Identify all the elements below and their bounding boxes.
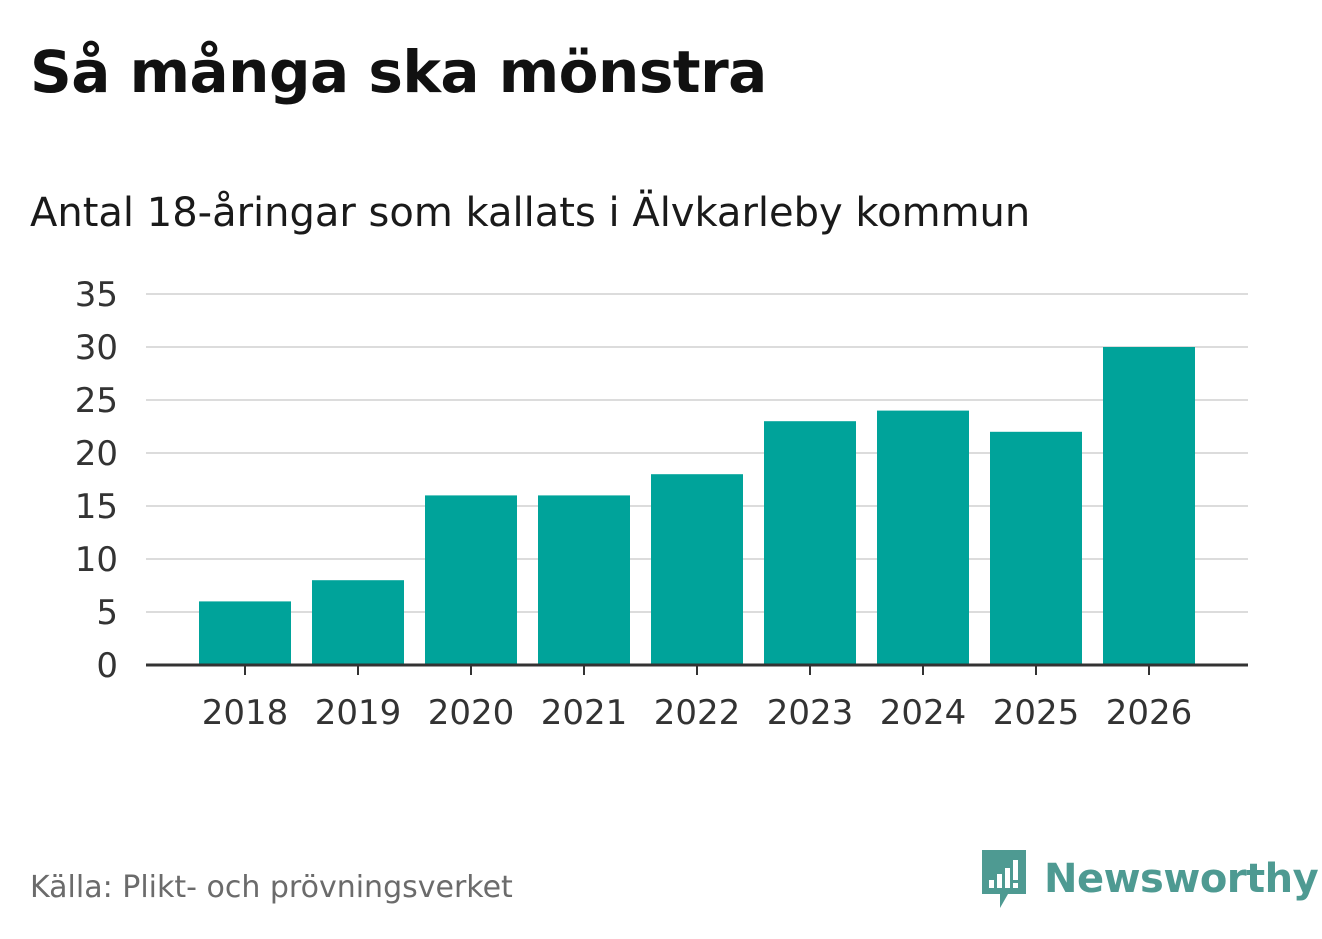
x-tick-label: 2024 — [880, 693, 967, 733]
bar-2022 — [651, 474, 743, 665]
y-axis-ticks: 0 5 10 15 20 25 30 35 — [75, 275, 118, 686]
x-tick-label: 2025 — [993, 693, 1080, 733]
x-tick-label: 2018 — [202, 693, 289, 733]
y-tick-label: 5 — [96, 593, 118, 633]
x-tick-label: 2022 — [654, 693, 741, 733]
bars — [199, 347, 1195, 665]
bar-2023 — [764, 421, 856, 665]
y-tick-label: 10 — [75, 540, 118, 580]
bar-2021 — [538, 495, 630, 665]
x-tick-label: 2020 — [428, 693, 515, 733]
x-tick-label: 2026 — [1106, 693, 1193, 733]
x-tick-label: 2021 — [541, 693, 628, 733]
bar-2019 — [312, 580, 404, 665]
y-tick-label: 20 — [75, 434, 118, 474]
bar-2025 — [990, 431, 1082, 665]
chart-subtitle: Antal 18-åringar som kallats i Älvkarleb… — [30, 190, 1031, 236]
y-tick-label: 35 — [75, 275, 118, 315]
brand-name: Newsworthy — [1044, 856, 1319, 902]
y-tick-label: 30 — [75, 328, 118, 368]
brand[interactable]: Newsworthy — [978, 848, 1319, 910]
x-axis-ticks: 2018 2019 2020 2021 2022 2023 2024 2025 2026 — [202, 665, 1193, 733]
chart-title: Så många ska mönstra — [30, 38, 767, 106]
source-note: Källa: Plikt- och prövningsverket — [30, 870, 513, 905]
newsworthy-logo-icon — [982, 850, 1026, 908]
y-tick-label: 15 — [75, 487, 118, 527]
bar-2018 — [199, 601, 291, 665]
x-tick-label: 2023 — [767, 693, 854, 733]
bar-2026 — [1103, 347, 1195, 665]
x-tick-label: 2019 — [315, 693, 402, 733]
bar-2020 — [425, 495, 517, 665]
bar-2024 — [877, 410, 969, 665]
y-tick-label: 25 — [75, 381, 118, 421]
y-tick-label: 0 — [96, 646, 118, 686]
